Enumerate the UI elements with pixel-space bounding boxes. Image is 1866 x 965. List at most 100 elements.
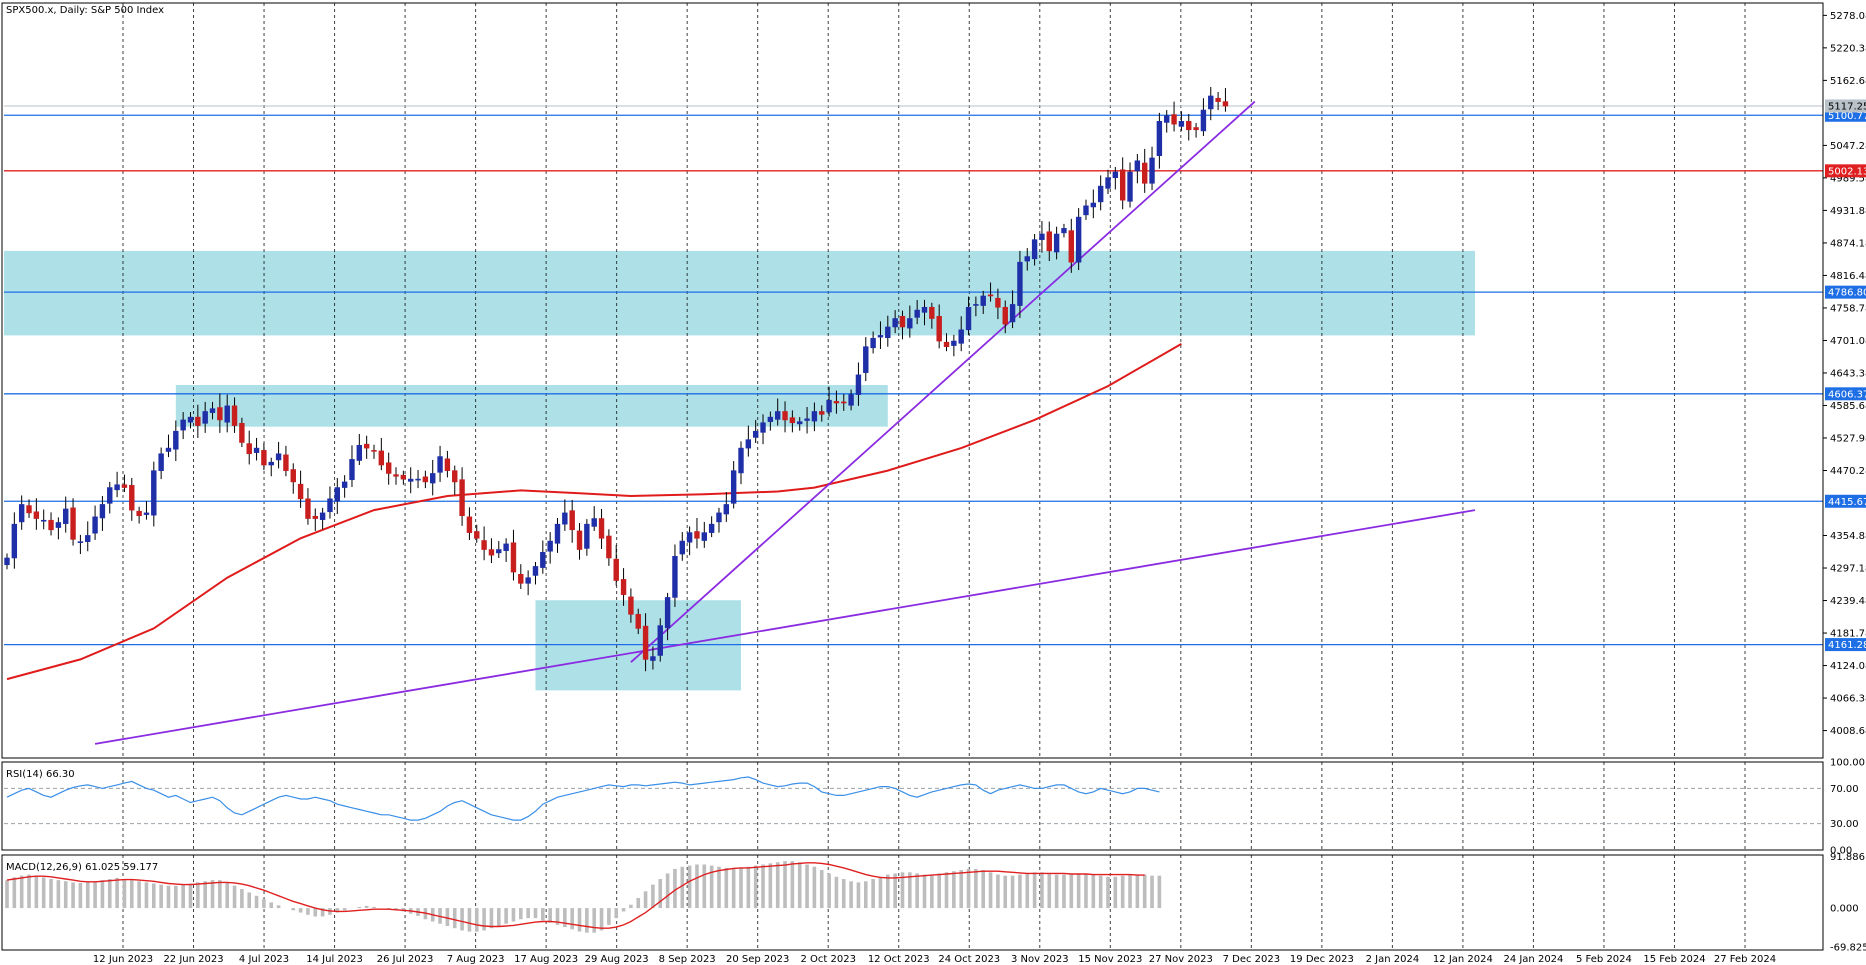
candle [430, 459, 436, 496]
candle [261, 443, 267, 471]
macd-hist-bar [651, 884, 655, 909]
macd-hist-bar [85, 882, 90, 909]
candle-body [716, 512, 722, 523]
candle [341, 475, 348, 498]
candle-body [745, 439, 752, 449]
candle-body [481, 540, 487, 550]
candle [239, 417, 245, 447]
candle [180, 412, 186, 440]
candle-body [554, 523, 561, 544]
candle-body [635, 614, 641, 629]
macd-hist-bar [856, 882, 861, 909]
candle [33, 498, 40, 530]
candle [121, 474, 128, 493]
x-tick-label: 2 Oct 2023 [800, 954, 855, 965]
price-tick-label: 4931.88 [1830, 206, 1866, 217]
candle [789, 410, 796, 433]
candle [613, 545, 619, 586]
macd-hist-bar [1084, 873, 1088, 909]
price-tick-label: 5278.08 [1830, 11, 1866, 22]
macd-hist-bar [966, 868, 971, 909]
candle-body [466, 516, 473, 533]
candle-body [510, 542, 517, 573]
macd-hist-bar [12, 877, 17, 909]
chart-title: SPX500.x, Daily: S&P 500 Index [6, 5, 164, 16]
candle [760, 414, 766, 445]
candle-body [1134, 160, 1141, 172]
grid-layer [122, 3, 1746, 950]
candle-body [1119, 169, 1126, 201]
candle-body [312, 515, 318, 519]
candle [158, 447, 164, 480]
macd-hist-bar [357, 906, 362, 909]
candle-body [642, 625, 649, 660]
candle-body [686, 532, 693, 543]
candle-body [694, 531, 700, 539]
candle-body [305, 498, 311, 519]
candle [1002, 300, 1008, 334]
x-tick-label: 12 Jan 2024 [1433, 954, 1493, 965]
candle [973, 296, 979, 317]
axis-layer: 12 Jun 2023 22 Jun 2023 4 Jul 2023 14 Jul 2… [93, 11, 1866, 965]
candle-body [1171, 114, 1177, 125]
candle-body [1149, 157, 1155, 184]
candle [848, 389, 854, 411]
candle-body [319, 512, 326, 520]
macd-hist-bar [577, 908, 582, 932]
macd-hist-bar [599, 908, 604, 931]
candle [584, 519, 590, 556]
macd-hist-bar [247, 892, 252, 909]
candle-body [598, 518, 605, 539]
rsi-layer [4, 776, 1823, 825]
macd-hist-bar [188, 883, 193, 909]
candle-body [672, 555, 678, 598]
candle [672, 544, 678, 607]
macd-hist-bar [1018, 874, 1022, 909]
macd-hist-bar [291, 908, 296, 911]
candle-body [283, 454, 289, 471]
macd-hist-bar [952, 871, 956, 909]
trendline-1 [630, 100, 1256, 663]
candle [466, 507, 473, 540]
candle-body [576, 530, 583, 550]
macd-hist-bar [790, 861, 795, 909]
macd-hist-bar [863, 881, 868, 909]
macd-tick-label: 91.886 [1830, 852, 1865, 863]
macd-hist-bar [342, 908, 347, 911]
macd-hist-bar [1010, 875, 1015, 909]
candle [804, 406, 810, 434]
zone-0 [4, 250, 1475, 336]
macd-hist-bar [504, 908, 508, 924]
candle-body [474, 531, 480, 539]
candle-body [496, 549, 502, 554]
candle [767, 411, 774, 431]
trendline-0 [94, 509, 1476, 745]
candle [518, 564, 524, 589]
macd-hist-bar [262, 899, 266, 909]
candle [1039, 221, 1045, 253]
macd-hist-bar [871, 879, 875, 909]
candle [1178, 111, 1185, 131]
macd-hist-bar [621, 908, 626, 912]
macd-hist-bar [269, 902, 274, 909]
candle-body [804, 418, 810, 421]
level-tag-3-bg [1825, 494, 1866, 508]
candle [407, 467, 414, 494]
candle [92, 505, 98, 540]
macd-hist-bar [944, 872, 949, 909]
candle [55, 517, 62, 540]
candle-body [26, 505, 32, 514]
level-tag-4: 4161.28 [1828, 640, 1866, 651]
candle [774, 398, 781, 426]
candle-body [1053, 233, 1060, 253]
candle-body [569, 510, 575, 531]
candle-body [782, 411, 788, 421]
candle [195, 404, 201, 438]
candle-body [833, 401, 840, 404]
pane-frame-1 [1, 761, 1824, 851]
candle-body [936, 315, 942, 342]
rsi-tick-label: 30.00 [1830, 819, 1859, 830]
candle [356, 434, 363, 466]
macd-hist-bar [643, 891, 648, 909]
candle-body [275, 453, 282, 461]
